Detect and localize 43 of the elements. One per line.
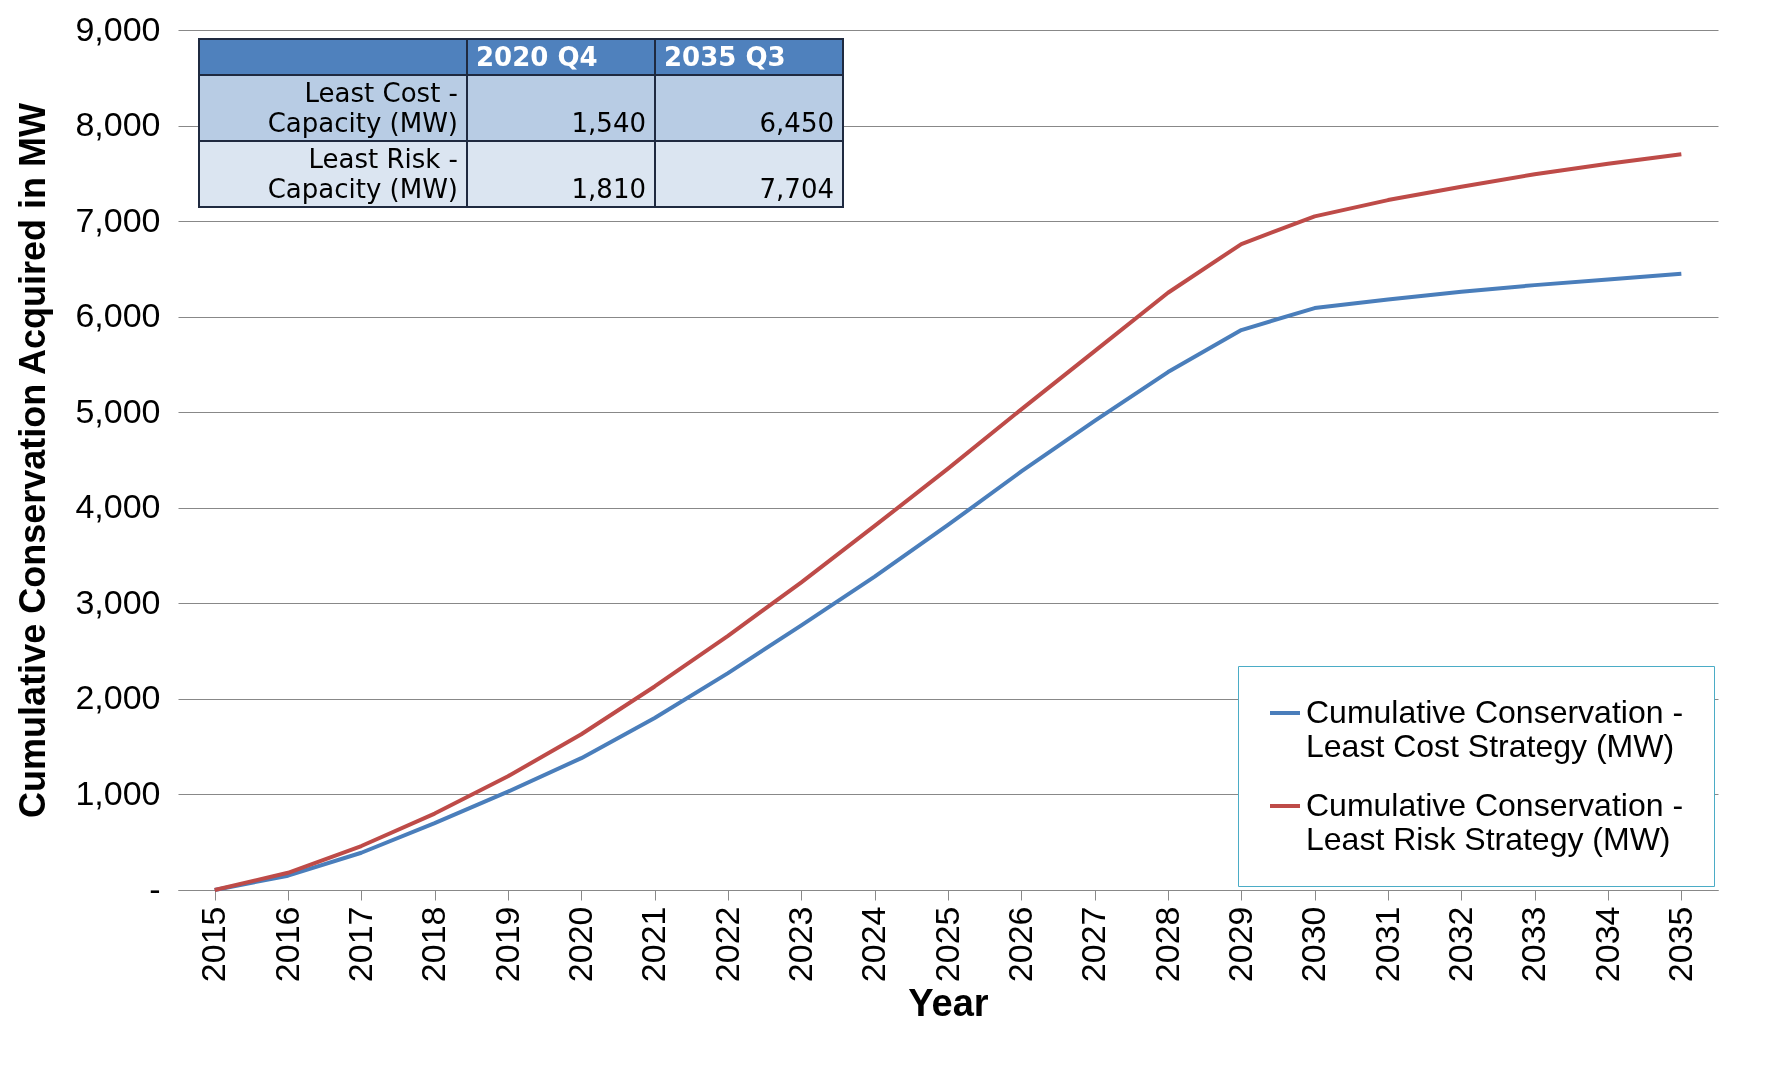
annotation: 6,450	[655, 75, 843, 141]
y-tick-label: 6,000	[75, 296, 161, 335]
x-tick-label: 2017	[340, 906, 379, 983]
x-tick-label: 2032	[1440, 906, 1479, 983]
y-axis-title: Cumulative Conservation Acquired in MW	[12, 103, 54, 818]
x-tick-label: 2034	[1587, 906, 1626, 983]
annotation: 2020 Q4	[467, 39, 655, 75]
legend-label: Cumulative Conservation - Least Cost Strategy (MW)	[1306, 694, 1684, 764]
y-tick-label: 7,000	[75, 200, 161, 239]
y-tick-label: 8,000	[75, 105, 161, 144]
x-tick-label: 2031	[1367, 906, 1406, 983]
x-tick-label: 2030	[1294, 906, 1333, 983]
x-tick-label: 2033	[1514, 906, 1553, 983]
annotation: 1,540	[467, 75, 655, 141]
annotation: 1,810	[467, 141, 655, 207]
x-tick-label: 2035	[1660, 906, 1699, 983]
annotation: Least Risk - Capacity (MW)	[199, 141, 467, 207]
x-tick-label: 2024	[854, 906, 893, 983]
x-tick-label: 2020	[560, 906, 599, 983]
y-tick-label: 2,000	[75, 678, 161, 717]
y-tick-label: 3,000	[75, 582, 161, 621]
annotation: 7,704	[655, 141, 843, 207]
x-tick-label: 2023	[780, 906, 819, 983]
x-tick-label: 2025	[927, 906, 966, 983]
x-axis-title: Year	[908, 982, 989, 1025]
x-tick-label: 2027	[1074, 906, 1113, 983]
annotation: 2035 Q3	[655, 39, 843, 75]
y-tick-label: -	[149, 869, 161, 908]
annotation: Least Cost - Capacity (MW)	[199, 75, 467, 141]
y-tick-label: 5,000	[75, 391, 161, 430]
x-tick-label: 2015	[194, 906, 233, 983]
y-tick-label: 1,000	[75, 773, 161, 812]
x-tick-label: 2029	[1220, 906, 1259, 983]
x-tick-label: 2019	[487, 906, 526, 983]
x-tick-label: 2022	[707, 906, 746, 983]
x-tick-label: 2028	[1147, 906, 1186, 983]
x-tick-label: 2016	[267, 906, 306, 983]
legend-label: Cumulative Conservation - Least Risk Strategy (MW)	[1306, 787, 1684, 857]
y-tick-label: 4,000	[75, 487, 161, 526]
x-tick-label: 2021	[634, 906, 673, 983]
y-tick-label: 9,000	[75, 9, 161, 48]
x-tick-label: 2018	[414, 906, 453, 983]
x-tick-label: 2026	[1000, 906, 1039, 983]
